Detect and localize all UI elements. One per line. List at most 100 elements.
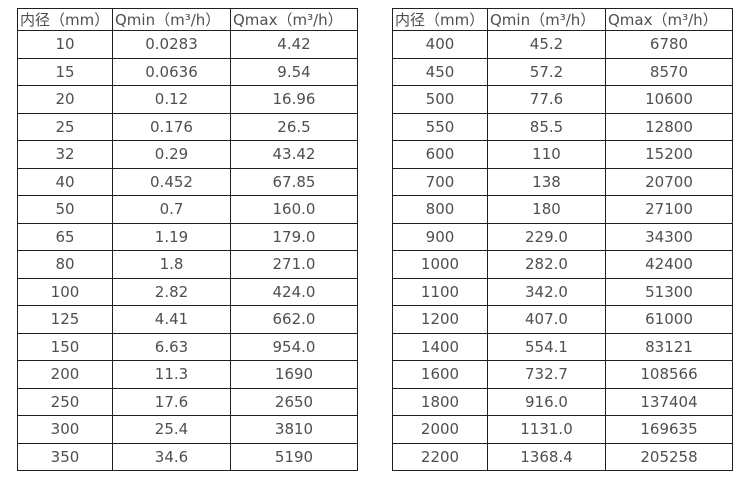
column-header: Qmin（m³/h） (112, 8, 231, 31)
table-cell: 10600 (605, 85, 733, 114)
table-row: 250 17.6 2650 (17, 387, 358, 416)
table-row: 65 1.19 179.0 (17, 222, 358, 251)
table-cell: 17.6 (112, 387, 231, 416)
table-row: 40 0.452 67.85 (17, 167, 358, 196)
column-header: Qmax（m³/h） (230, 8, 358, 31)
table-row: 1100 342.0 51300 (392, 277, 733, 306)
table-cell: 169635 (605, 415, 733, 444)
table-row: 400 45.2 6780 (392, 30, 733, 59)
table-cell: 0.7 (112, 195, 231, 224)
table-row: 900 229.0 34300 (392, 222, 733, 251)
table-cell: 916.0 (487, 387, 606, 416)
table-cell: 45.2 (487, 30, 606, 59)
table-row: 10 0.0283 4.42 (17, 30, 358, 59)
table-cell: 32 (17, 140, 113, 169)
table-row: 700 138 20700 (392, 167, 733, 196)
table-cell: 42400 (605, 250, 733, 279)
table-cell: 0.452 (112, 167, 231, 196)
table-cell: 137404 (605, 387, 733, 416)
flow-range-table-large-diameters: 内径（mm） Qmin（m³/h） Qmax（m³/h） 400 45.2 6780 45… (392, 8, 733, 471)
table-cell: 250 (17, 387, 113, 416)
table-row: 150 6.63 954.0 (17, 332, 358, 361)
table-cell: 282.0 (487, 250, 606, 279)
table-cell: 0.0283 (112, 30, 231, 59)
table-cell: 57.2 (487, 57, 606, 86)
table-cell: 80 (17, 250, 113, 279)
table-cell: 34.6 (112, 442, 231, 471)
table-cell: 732.7 (487, 360, 606, 389)
table-cell: 25.4 (112, 415, 231, 444)
table-row: 15 0.0636 9.54 (17, 57, 358, 86)
table-cell: 150 (17, 332, 113, 361)
table-cell: 27100 (605, 195, 733, 224)
column-header: 内径（mm） (392, 8, 488, 31)
table-cell: 25 (17, 112, 113, 141)
table-cell: 700 (392, 167, 488, 196)
table-row: 20 0.12 16.96 (17, 85, 358, 114)
table-cell: 0.29 (112, 140, 231, 169)
table-cell: 20700 (605, 167, 733, 196)
table-cell: 200 (17, 360, 113, 389)
table-cell: 6.63 (112, 332, 231, 361)
table-cell: 407.0 (487, 305, 606, 334)
table-row: 50 0.7 160.0 (17, 195, 358, 224)
table-cell: 61000 (605, 305, 733, 334)
table-row: 550 85.5 12800 (392, 112, 733, 141)
table-header-row: 内径（mm） Qmin（m³/h） Qmax（m³/h） (392, 8, 733, 31)
table-cell: 2200 (392, 442, 488, 471)
table-row: 800 180 27100 (392, 195, 733, 224)
table-row: 1000 282.0 42400 (392, 250, 733, 279)
table-cell: 1131.0 (487, 415, 606, 444)
table-cell: 342.0 (487, 277, 606, 306)
table-cell: 108566 (605, 360, 733, 389)
table-cell: 300 (17, 415, 113, 444)
table-cell: 10 (17, 30, 113, 59)
table-cell: 1368.4 (487, 442, 606, 471)
table-cell: 554.1 (487, 332, 606, 361)
table-row: 125 4.41 662.0 (17, 305, 358, 334)
table-row: 1600 732.7 108566 (392, 360, 733, 389)
table-cell: 5190 (230, 442, 358, 471)
table-cell: 125 (17, 305, 113, 334)
table-cell: 3810 (230, 415, 358, 444)
table-row: 100 2.82 424.0 (17, 277, 358, 306)
table-cell: 500 (392, 85, 488, 114)
table-row: 200 11.3 1690 (17, 360, 358, 389)
table-cell: 50 (17, 195, 113, 224)
table-cell: 6780 (605, 30, 733, 59)
table-cell: 12800 (605, 112, 733, 141)
column-header: Qmax（m³/h） (605, 8, 733, 31)
table-cell: 43.42 (230, 140, 358, 169)
table-cell: 4.41 (112, 305, 231, 334)
table-cell: 2000 (392, 415, 488, 444)
table-row: 80 1.8 271.0 (17, 250, 358, 279)
table-row: 32 0.29 43.42 (17, 140, 358, 169)
table-cell: 138 (487, 167, 606, 196)
table-cell: 1800 (392, 387, 488, 416)
table-row: 2000 1131.0 169635 (392, 415, 733, 444)
table-cell: 15 (17, 57, 113, 86)
table-cell: 67.85 (230, 167, 358, 196)
table-cell: 77.6 (487, 85, 606, 114)
table-cell: 40 (17, 167, 113, 196)
table-cell: 1.8 (112, 250, 231, 279)
table-cell: 600 (392, 140, 488, 169)
table-row: 2200 1368.4 205258 (392, 442, 733, 471)
table-cell: 1690 (230, 360, 358, 389)
table-cell: 4.42 (230, 30, 358, 59)
table-cell: 1100 (392, 277, 488, 306)
table-cell: 8570 (605, 57, 733, 86)
table-cell: 900 (392, 222, 488, 251)
table-row: 300 25.4 3810 (17, 415, 358, 444)
table-cell: 110 (487, 140, 606, 169)
table-cell: 2650 (230, 387, 358, 416)
table-cell: 11.3 (112, 360, 231, 389)
table-cell: 2.82 (112, 277, 231, 306)
table-cell: 800 (392, 195, 488, 224)
table-cell: 0.176 (112, 112, 231, 141)
table-cell: 9.54 (230, 57, 358, 86)
table-row: 600 110 15200 (392, 140, 733, 169)
table-row: 1200 407.0 61000 (392, 305, 733, 334)
table-cell: 1.19 (112, 222, 231, 251)
table-row: 1800 916.0 137404 (392, 387, 733, 416)
